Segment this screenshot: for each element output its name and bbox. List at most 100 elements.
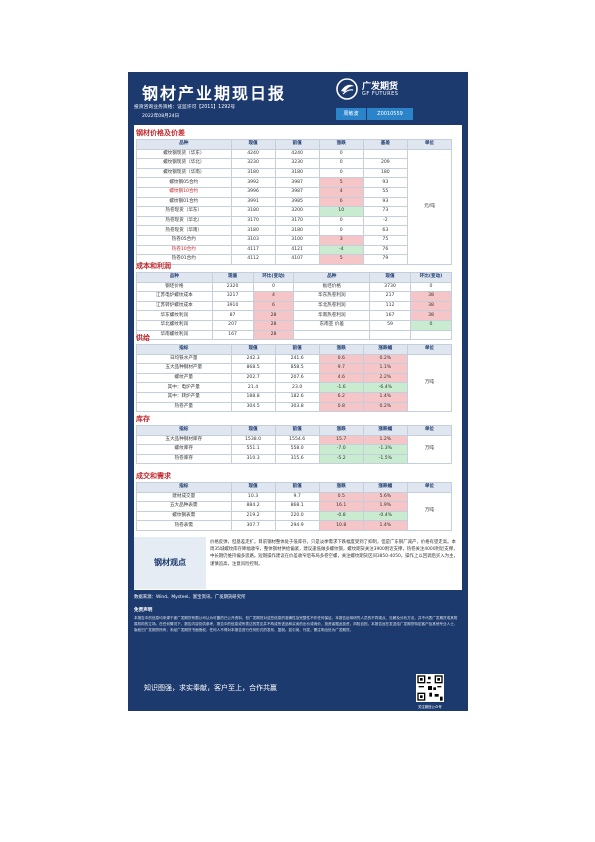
current-value: 310.3 — [230, 453, 276, 465]
row-label: 螺纹钢10合约 — [136, 186, 232, 198]
table-row: 日均铁水产量 242.3 241.6 0.6 0.2% 万吨 — [136, 353, 453, 413]
change-value: -0.8 — [318, 510, 364, 522]
change-value: 0 — [318, 225, 364, 236]
section-title-demand: 成交和需求 — [136, 472, 171, 480]
current-value: 2320 — [211, 281, 254, 293]
previous-value: 3985 — [274, 196, 320, 208]
previous-value: 220.0 — [274, 510, 320, 522]
current-value — [369, 329, 411, 341]
change-value: 10 — [318, 206, 364, 217]
column-header: 涨跌 — [318, 425, 364, 436]
slogan: 知识图强，求实奉献，客户至上，合作共赢 — [144, 684, 277, 692]
change-value: 6 — [252, 300, 295, 312]
current-value: 217 — [369, 291, 411, 302]
change-value: 4.6 — [318, 372, 364, 384]
change-value: 28 — [252, 329, 295, 341]
previous-value: 3170 — [274, 215, 320, 227]
previous-value: 1554.6 — [274, 434, 320, 446]
logo-en-text: GF FUTURES — [362, 91, 399, 97]
change-value: 5 — [318, 177, 364, 188]
change-percent: -0.4% — [362, 510, 408, 522]
current-value: 868.5 — [230, 363, 276, 374]
previous-value: 303.8 — [274, 401, 320, 413]
current-value: 242.3 — [230, 353, 276, 365]
current-value: 167 — [211, 329, 254, 341]
table-row: 螺纹钢现货（华南） 3180 3180 0 180 — [136, 167, 452, 179]
row-label: 板坯价格 — [293, 281, 371, 293]
column-header: 涨跌 — [318, 482, 364, 493]
column-header: 前值 — [274, 482, 320, 493]
current-value: 304.5 — [230, 401, 276, 413]
basis-value: 63 — [362, 225, 408, 236]
table-row: 热卷产量 304.5 303.8 0.8 0.2% — [136, 401, 452, 413]
change-percent: 1.4% — [362, 391, 408, 403]
report: 钢材产业期现日报 投资咨询业务资格：证监许可【2011】1292号 2022年0… — [128, 72, 468, 711]
table-row: 热卷现货（华东） 3180 3200 10 73 — [136, 206, 452, 217]
change-value: 0.5 — [318, 491, 364, 503]
change-percent: 0.2% — [362, 353, 408, 365]
column-header: 品种 — [293, 272, 371, 283]
table-row: 钢坯价格 2320 0 板坯价格 3730 0 — [136, 281, 452, 293]
row-label: 其中：电炉产量 — [136, 382, 232, 393]
supply-table: 指标 现值 前值 涨跌 涨跌幅 单位 日均铁水产量 242.3 241.6 0.6 0.2% 万吨五… — [136, 344, 453, 413]
qr-code-icon[interactable] — [416, 674, 444, 702]
current-value: 3103 — [230, 234, 276, 246]
basis-value: 76 — [362, 244, 408, 256]
disclaimer-text: 本报告中的信息均来源于被广发期货有限公司认为可靠的已公开资料，但广发期货对这些信… — [134, 616, 458, 632]
row-label: 江苏转炉螺纹成本 — [136, 300, 213, 312]
column-header: 基差 — [362, 139, 408, 150]
row-label: 螺纹钢现货（华北） — [136, 158, 232, 169]
previous-value: 315.6 — [274, 453, 320, 465]
unit-cell: 万吨 — [406, 353, 453, 413]
table-row: 五大品种钢材库存 1538.0 1554.6 15.7 1.2% 万吨 — [136, 434, 453, 465]
table-row: 华南螺纹利润 167 28 — [136, 329, 452, 341]
table-row: 华北螺纹利润 207 28 东南亚 价差 59 0 — [136, 319, 452, 331]
change-value: 38 — [410, 291, 452, 302]
current-value: 59 — [369, 319, 411, 331]
report-title: 钢材产业期现日报 — [142, 84, 287, 103]
column-header: 单位 — [406, 139, 453, 150]
row-label: 五大品种表需 — [136, 501, 232, 512]
change-value: 0 — [318, 148, 364, 160]
current-value: 3996 — [230, 186, 276, 198]
row-label: 螺纹钢现货（华南） — [136, 167, 232, 179]
previous-value: 558.0 — [274, 444, 320, 455]
row-label: 热卷现货（华东） — [136, 206, 232, 217]
basis-value — [362, 148, 408, 160]
change-percent: 1.1% — [362, 363, 408, 374]
column-header: 涨跌 — [318, 139, 364, 150]
change-value: 6.2 — [318, 391, 364, 403]
previous-value: 4240 — [274, 148, 320, 160]
basis-value: 180 — [362, 167, 408, 179]
cost-table-header: 品种 现值 环比(变动) 品种 现值 环比(变动) — [136, 272, 452, 283]
row-label: 热卷现货（华南） — [136, 225, 232, 236]
change-value: 15.7 — [318, 434, 364, 446]
table-row: 其中：转炉产量 188.8 182.6 6.2 1.4% — [136, 391, 452, 403]
change-value: 28 — [252, 310, 295, 321]
current-value: 3992 — [230, 177, 276, 188]
row-label: 建材成交量 — [136, 491, 232, 503]
section-title-inventory: 库存 — [136, 415, 150, 423]
current-value: 21.4 — [230, 382, 276, 393]
change-percent: 5.6% — [362, 491, 408, 503]
change-value: -4 — [318, 244, 364, 256]
row-label: 螺纹库存 — [136, 444, 232, 455]
row-label: 螺纹钢01合约 — [136, 196, 232, 208]
previous-value: 294.9 — [274, 520, 320, 531]
previous-value: 3180 — [274, 225, 320, 236]
previous-value: 4107 — [274, 254, 320, 265]
row-label: 钢坯价格 — [136, 281, 213, 293]
row-label: 东南亚 价差 — [293, 319, 371, 331]
row-label: 华北热卷利润 — [293, 300, 371, 312]
row-label: 螺纹钢现货（华东） — [136, 148, 232, 160]
column-header: 涨跌 — [318, 344, 364, 355]
table-row: 螺纹产量 202.7 207.6 4.6 2.2% — [136, 372, 452, 384]
table-row: 螺纹钢05合约 3992 3987 5 93 — [136, 177, 452, 188]
table-row: 其中：电炉产量 21.4 23.0 -1.6 -6.4% — [136, 382, 452, 393]
previous-value: 241.6 — [274, 353, 320, 365]
column-header: 现值 — [211, 272, 254, 283]
row-label: 日均铁水产量 — [136, 353, 232, 365]
current-value: 3180 — [230, 225, 276, 236]
change-value: -1.6 — [318, 382, 364, 393]
previous-value: 23.0 — [274, 382, 320, 393]
